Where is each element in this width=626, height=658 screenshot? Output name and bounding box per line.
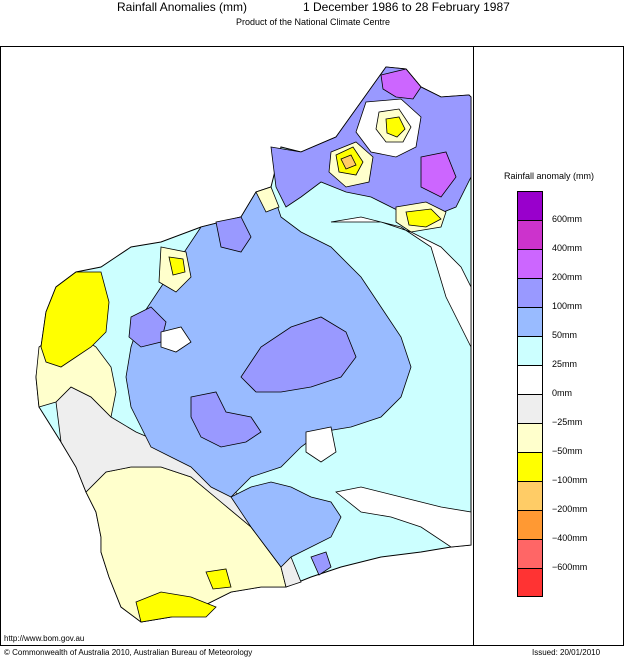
legend-swatch: [517, 365, 543, 394]
legend-label: −200mm: [552, 504, 588, 514]
legend-label: −50mm: [552, 446, 583, 456]
legend-label: −25mm: [552, 417, 583, 427]
region-southeast-zero: [335, 486, 472, 548]
legend-label: 200mm: [552, 272, 583, 282]
region-kimberley-200: [380, 68, 422, 100]
legend-label: 0mm: [552, 388, 572, 398]
region-south-100: [310, 551, 332, 576]
region-kimberley-east-200: [420, 151, 457, 198]
region-westcoast-yellow: [40, 271, 110, 368]
region-southcoast-yellow-2: [205, 568, 232, 590]
region-pilbara-orange: [340, 154, 357, 170]
map-subtitle: Product of the National Climate Centre: [235, 17, 391, 27]
map-period: 1 December 1986 to 28 February 1987: [303, 0, 510, 14]
region-east-zero: [330, 216, 472, 348]
rainfall-anomaly-map: [35, 66, 472, 623]
legend-label: −100mm: [552, 475, 588, 485]
legend-colorbar: [517, 191, 543, 597]
region-coast-small-dry: [255, 186, 280, 213]
region-south-wet: [230, 481, 342, 568]
legend-swatch: [517, 452, 543, 481]
region-north-100: [215, 216, 252, 253]
region-zero-patch: [160, 326, 192, 353]
legend-swatch: [517, 539, 543, 568]
legend-label: −400mm: [552, 533, 588, 543]
legend-swatch: [517, 481, 543, 510]
map-frame: [0, 46, 624, 646]
legend-label: 100mm: [552, 301, 583, 311]
region-west-100: [190, 391, 262, 448]
legend-label: 400mm: [552, 243, 583, 253]
map-title: Rainfall Anomalies (mm): [117, 0, 248, 14]
region-southcoast-yellow: [135, 591, 217, 623]
legend-swatch: [517, 278, 543, 307]
legend-label: 50mm: [552, 330, 578, 340]
region-east-coast-yellow: [405, 208, 442, 228]
legend-swatch: [517, 423, 543, 452]
footer-url[interactable]: http://www.bom.gov.au: [4, 634, 85, 643]
legend-title: Rainfall anomaly (mm): [503, 171, 595, 181]
footer-issued: Issued: 20/01/2010: [532, 648, 601, 657]
legend-swatch: [517, 249, 543, 278]
region-kimberley-yellow: [385, 116, 406, 138]
region-gascoyne-yellow: [168, 256, 186, 276]
legend-swatch: [517, 220, 543, 249]
region-central-100: [240, 316, 357, 393]
legend-swatch: [517, 336, 543, 365]
legend-swatch: [517, 510, 543, 539]
legend-swatch: [517, 307, 543, 336]
legend-swatch: [517, 394, 543, 423]
legend-swatch: [517, 568, 543, 597]
legend-label: 600mm: [552, 214, 583, 224]
legend-swatch: [517, 191, 543, 220]
legend-label: 25mm: [552, 359, 578, 369]
region-zero-patch-2: [305, 426, 337, 463]
legend-label: −600mm: [552, 562, 588, 572]
frame-divider: [473, 46, 474, 646]
footer-copyright: © Commonwealth of Australia 2010, Austra…: [4, 648, 253, 657]
